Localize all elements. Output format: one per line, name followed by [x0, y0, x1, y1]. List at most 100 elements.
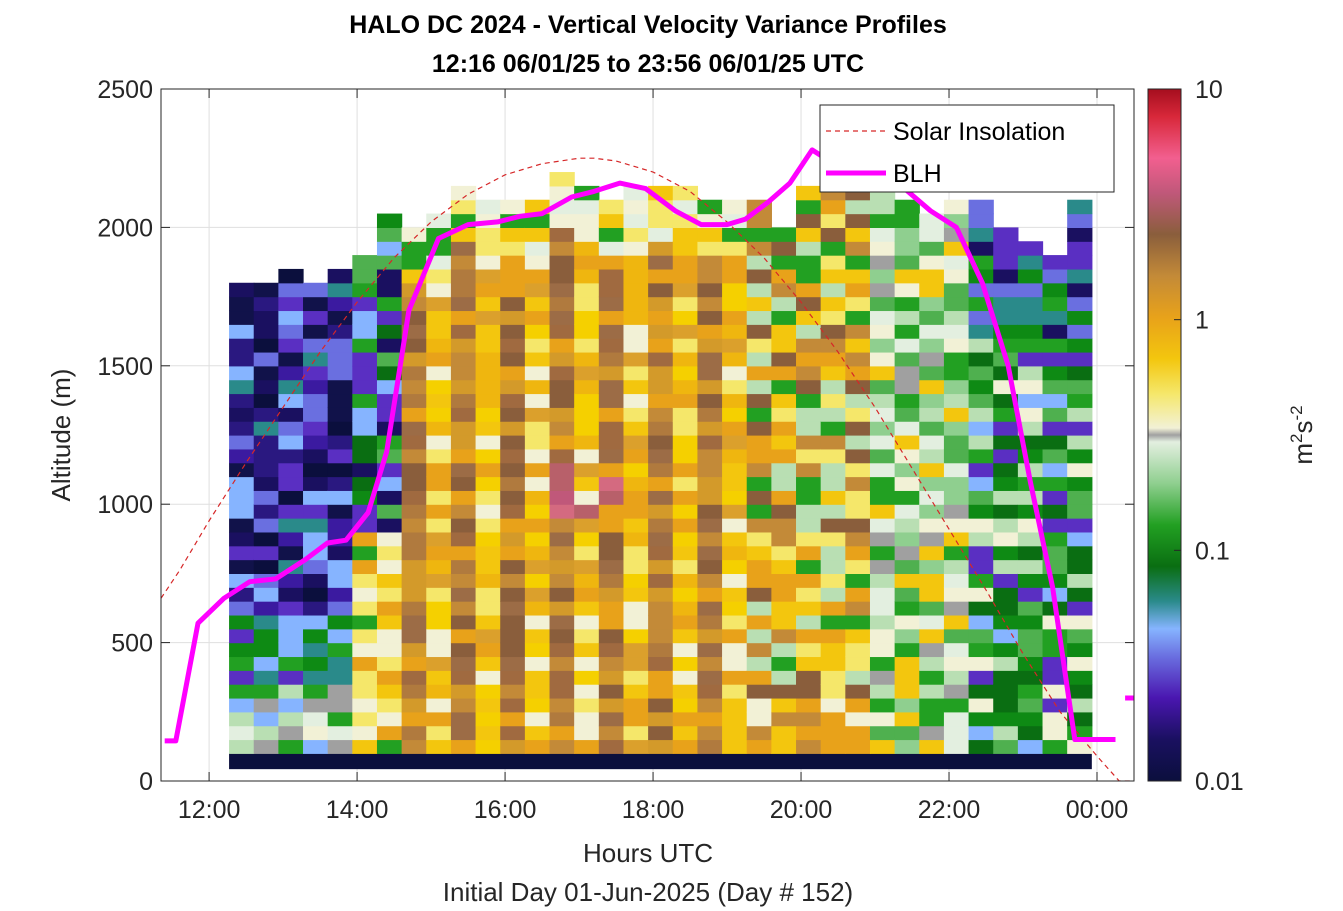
- heatmap-cell: [648, 476, 674, 491]
- heatmap-cell: [253, 379, 279, 395]
- heatmap-cell: [426, 725, 452, 741]
- heatmap-cell: [968, 656, 994, 671]
- heatmap-cell: [352, 670, 378, 685]
- heatmap-cell: [623, 310, 649, 325]
- heatmap-cell: [475, 310, 501, 325]
- heatmap-cell: [771, 393, 797, 408]
- heatmap-cell: [697, 531, 723, 547]
- heatmap-cell: [1067, 490, 1093, 505]
- heatmap-cell: [598, 213, 625, 228]
- heatmap-cell: [648, 739, 674, 754]
- heatmap-cell: [426, 407, 452, 422]
- heatmap-cell: [993, 587, 1019, 602]
- heatmap-cell: [524, 642, 551, 658]
- heatmap-cell: [1067, 365, 1093, 381]
- heatmap-cell: [426, 587, 452, 602]
- heatmap-cell: [943, 518, 970, 533]
- heatmap-cell: [376, 531, 403, 547]
- heatmap-cell: [278, 462, 304, 478]
- heatmap-cell: [796, 282, 822, 298]
- heatmap-cell: [697, 573, 723, 588]
- heatmap-cell: [722, 407, 748, 422]
- heatmap-cell: [574, 601, 600, 616]
- heatmap-cell: [771, 697, 797, 713]
- heatmap-cell: [968, 725, 994, 741]
- heatmap-cell: [574, 199, 600, 215]
- heatmap-cell: [352, 545, 378, 561]
- heatmap-cell: [574, 656, 600, 671]
- heatmap-cell: [376, 725, 403, 741]
- heatmap-cell: [475, 393, 501, 408]
- heatmap-cell: [648, 268, 674, 284]
- heatmap-cell: [943, 365, 970, 381]
- heatmap-cell: [401, 531, 427, 547]
- heatmap-cell: [697, 504, 723, 519]
- heatmap-cell: [993, 241, 1019, 256]
- heatmap-cell: [697, 587, 723, 602]
- heatmap-cell: [303, 614, 329, 630]
- heatmap-cell: [524, 407, 551, 422]
- heatmap-cell: [376, 476, 403, 491]
- heatmap-cell: [426, 227, 452, 242]
- heatmap-cell: [524, 365, 551, 381]
- heatmap-cell: [475, 227, 501, 242]
- heatmap-cell: [746, 324, 772, 339]
- heatmap-cell: [450, 462, 477, 478]
- heatmap-cell: [500, 670, 526, 685]
- heatmap-cell: [1042, 504, 1068, 519]
- heatmap-cell: [549, 227, 575, 242]
- heatmap-cell: [1017, 407, 1044, 422]
- heatmap-cell: [1042, 268, 1068, 284]
- heatmap-cell: [278, 365, 304, 381]
- heatmap-cell: [919, 684, 945, 699]
- heatmap-cell: [1067, 587, 1093, 602]
- heatmap-cell: [746, 739, 772, 754]
- heatmap-cell: [598, 255, 625, 270]
- heatmap-cell: [697, 365, 723, 381]
- heatmap-cell: [919, 504, 945, 519]
- heatmap-cell: [771, 518, 797, 533]
- heatmap-cell: [327, 725, 353, 741]
- heatmap-cell: [352, 435, 378, 450]
- heatmap-cell: [475, 421, 501, 436]
- heatmap-cell: [968, 476, 994, 491]
- heatmap-cell: [598, 296, 625, 312]
- heatmap-cell: [303, 504, 329, 519]
- heatmap-cell: [943, 351, 970, 367]
- heatmap-cell: [574, 448, 600, 464]
- heatmap-cell: [450, 545, 477, 561]
- heatmap-cell: [894, 435, 920, 450]
- heatmap-cell: [500, 518, 526, 533]
- heatmap-cell: [450, 670, 477, 685]
- heatmap-cell: [426, 310, 452, 325]
- heatmap-cell: [574, 684, 600, 699]
- heatmap-cell: [869, 435, 896, 450]
- heatmap-cell: [426, 462, 452, 478]
- heatmap-cell: [598, 393, 625, 408]
- heatmap-cell: [574, 393, 600, 408]
- heatmap-cell: [1042, 379, 1068, 395]
- heatmap-cell: [919, 739, 945, 754]
- heatmap-cell: [229, 711, 255, 727]
- heatmap-cell: [401, 518, 427, 533]
- heatmap-cell: [475, 407, 501, 422]
- heatmap-cell: [697, 199, 723, 215]
- heatmap-cell: [500, 490, 526, 505]
- heatmap-cell: [426, 601, 452, 616]
- heatmap-cell: [993, 739, 1019, 754]
- heatmap-cell: [574, 642, 600, 658]
- heatmap-cell: [1017, 296, 1044, 312]
- heatmap-cell: [722, 379, 748, 395]
- heatmap-cell: [401, 435, 427, 450]
- heatmap-cell: [549, 739, 575, 754]
- heatmap-cell: [968, 227, 994, 242]
- heatmap-cell: [352, 407, 378, 422]
- heatmap-cell: [426, 490, 452, 505]
- heatmap-cell: [869, 379, 896, 395]
- heatmap-cell: [919, 614, 945, 630]
- heatmap-cell: [524, 504, 551, 519]
- heatmap-cell: [327, 268, 353, 284]
- heatmap-cell: [672, 227, 699, 242]
- heatmap-cell: [303, 573, 329, 588]
